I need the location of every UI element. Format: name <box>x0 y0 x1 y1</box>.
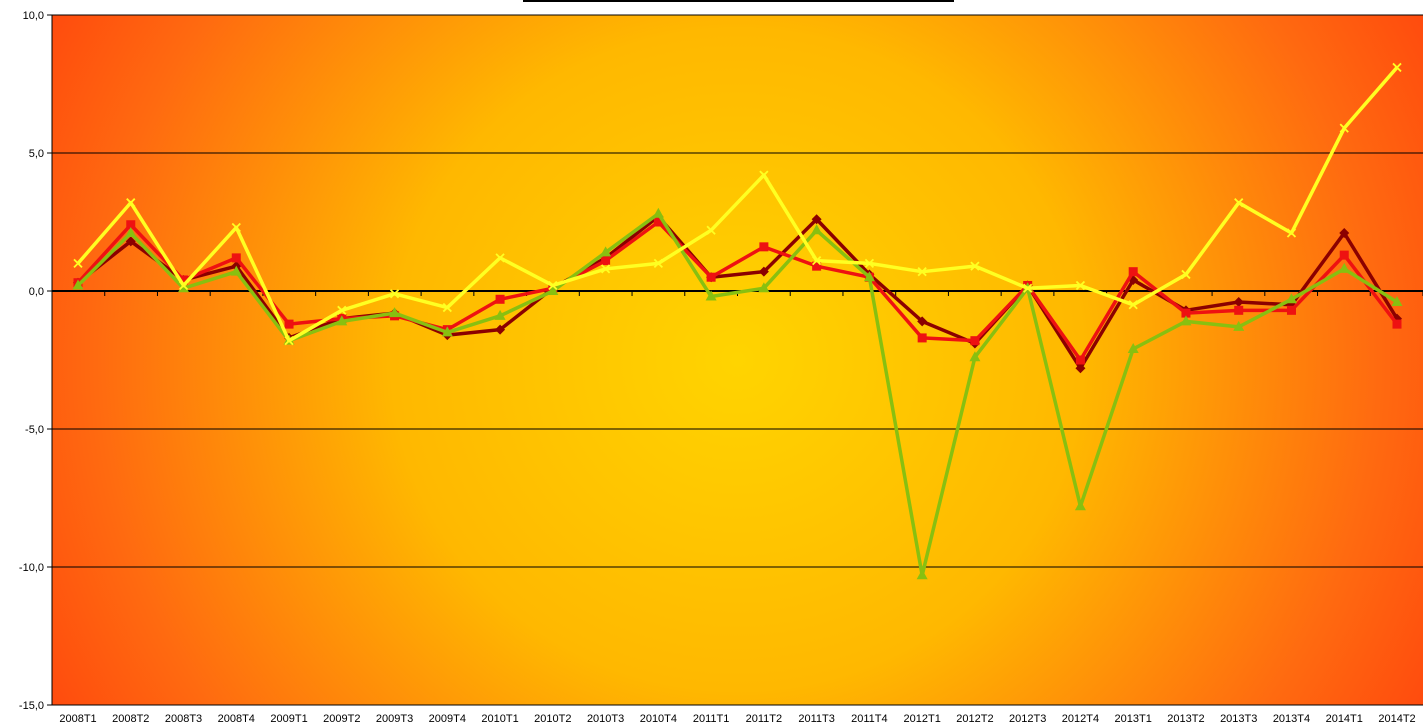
x-tick-label: 2009T1 <box>270 713 307 725</box>
data-point <box>285 320 294 329</box>
data-point <box>232 253 241 262</box>
x-axis-tick-labels: 2008T1 2008T2 2008T3 2008T4 2009T1 2009T2 2009… <box>59 713 1415 725</box>
data-point <box>496 295 505 304</box>
data-point <box>1234 306 1243 315</box>
x-tick-label: 2013T1 <box>1115 713 1152 725</box>
data-point <box>1340 251 1349 260</box>
y-tick-label: -10,0 <box>19 562 44 574</box>
x-tick-label: 2010T4 <box>640 713 677 725</box>
x-tick-label: 2008T1 <box>59 713 96 725</box>
y-tick-label: -15,0 <box>19 700 44 712</box>
x-tick-label: 2011T4 <box>851 713 888 725</box>
data-point <box>1287 306 1296 315</box>
y-tick-label: 10,0 <box>23 10 44 22</box>
y-tick-label: 0,0 <box>29 286 44 298</box>
x-tick-label: 2010T2 <box>534 713 571 725</box>
x-tick-label: 2009T4 <box>429 713 466 725</box>
data-point <box>1076 356 1085 365</box>
x-tick-label: 2012T2 <box>956 713 993 725</box>
x-tick-label: 2011T3 <box>798 713 835 725</box>
x-tick-label: 2012T4 <box>1062 713 1099 725</box>
x-tick-label: 2013T2 <box>1167 713 1204 725</box>
x-tick-label: 2008T4 <box>218 713 255 725</box>
x-tick-label: 2013T3 <box>1220 713 1257 725</box>
y-tick-label: 5,0 <box>29 148 44 160</box>
x-tick-label: 2012T1 <box>904 713 941 725</box>
y-tick-label: -5,0 <box>25 424 44 436</box>
x-tick-label: 2011T1 <box>693 713 730 725</box>
x-tick-label: 2009T2 <box>323 713 360 725</box>
x-tick-label: 2014T1 <box>1326 713 1363 725</box>
x-tick-label: 2010T3 <box>587 713 624 725</box>
plot-area <box>52 15 1423 705</box>
x-tick-label: 2008T2 <box>112 713 149 725</box>
x-tick-label: 2008T3 <box>165 713 202 725</box>
x-tick-label: 2011T2 <box>746 713 783 725</box>
data-point <box>918 333 927 342</box>
data-point <box>970 336 979 345</box>
y-axis-tick-labels: -15,0 -10,0 -5,0 0,0 5,0 10,0 <box>19 10 44 712</box>
x-tick-label: 2014T2 <box>1378 713 1415 725</box>
x-tick-label: 2012T3 <box>1009 713 1046 725</box>
data-point <box>707 273 716 282</box>
x-tick-label: 2013T4 <box>1273 713 1310 725</box>
title-underline <box>523 0 954 2</box>
data-point <box>1129 267 1138 276</box>
data-point <box>601 256 610 265</box>
data-point <box>759 242 768 251</box>
x-tick-label: 2009T3 <box>376 713 413 725</box>
x-tick-label: 2010T1 <box>481 713 518 725</box>
data-point <box>1393 320 1402 329</box>
